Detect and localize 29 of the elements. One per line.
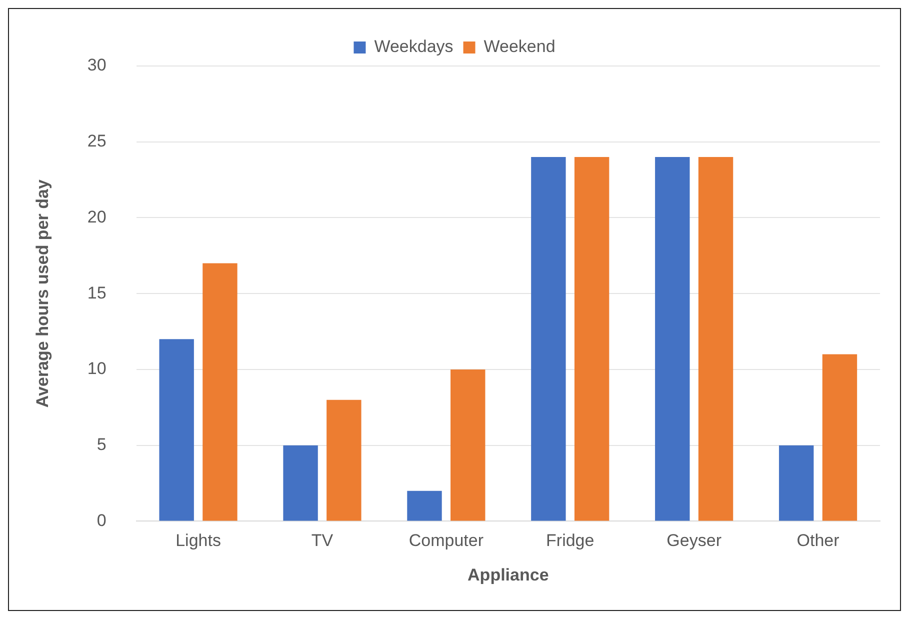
bar xyxy=(159,339,194,521)
bar xyxy=(822,354,858,521)
x-tick-label: Computer xyxy=(408,531,484,550)
y-tick-label: 15 xyxy=(87,283,106,302)
x-tick-label: Lights xyxy=(176,531,221,550)
bar xyxy=(326,400,362,521)
x-tick-label: Geyser xyxy=(666,531,722,550)
bar xyxy=(698,157,734,521)
bar xyxy=(655,157,690,521)
bar xyxy=(574,157,610,521)
legend-label: Weekdays xyxy=(374,37,454,56)
bar xyxy=(450,369,486,521)
y-tick-label: 10 xyxy=(87,359,106,378)
x-tick-label: TV xyxy=(311,531,334,550)
y-tick-label: 30 xyxy=(87,56,106,75)
y-tick-label: 25 xyxy=(87,132,106,151)
x-tick-label: Other xyxy=(796,531,840,550)
y-axis-title: Average hours used per day xyxy=(32,179,52,408)
y-tick-label: 20 xyxy=(87,207,106,226)
bar xyxy=(778,445,814,521)
x-tick-label: Fridge xyxy=(546,531,594,550)
bar xyxy=(407,490,442,521)
bar xyxy=(283,445,318,521)
x-axis-title: Appliance xyxy=(468,565,549,584)
y-tick-label: 5 xyxy=(96,435,106,454)
bar xyxy=(531,157,566,521)
bar xyxy=(202,263,238,521)
y-tick-label: 0 xyxy=(96,510,106,530)
legend-label: Weekend xyxy=(484,37,556,56)
